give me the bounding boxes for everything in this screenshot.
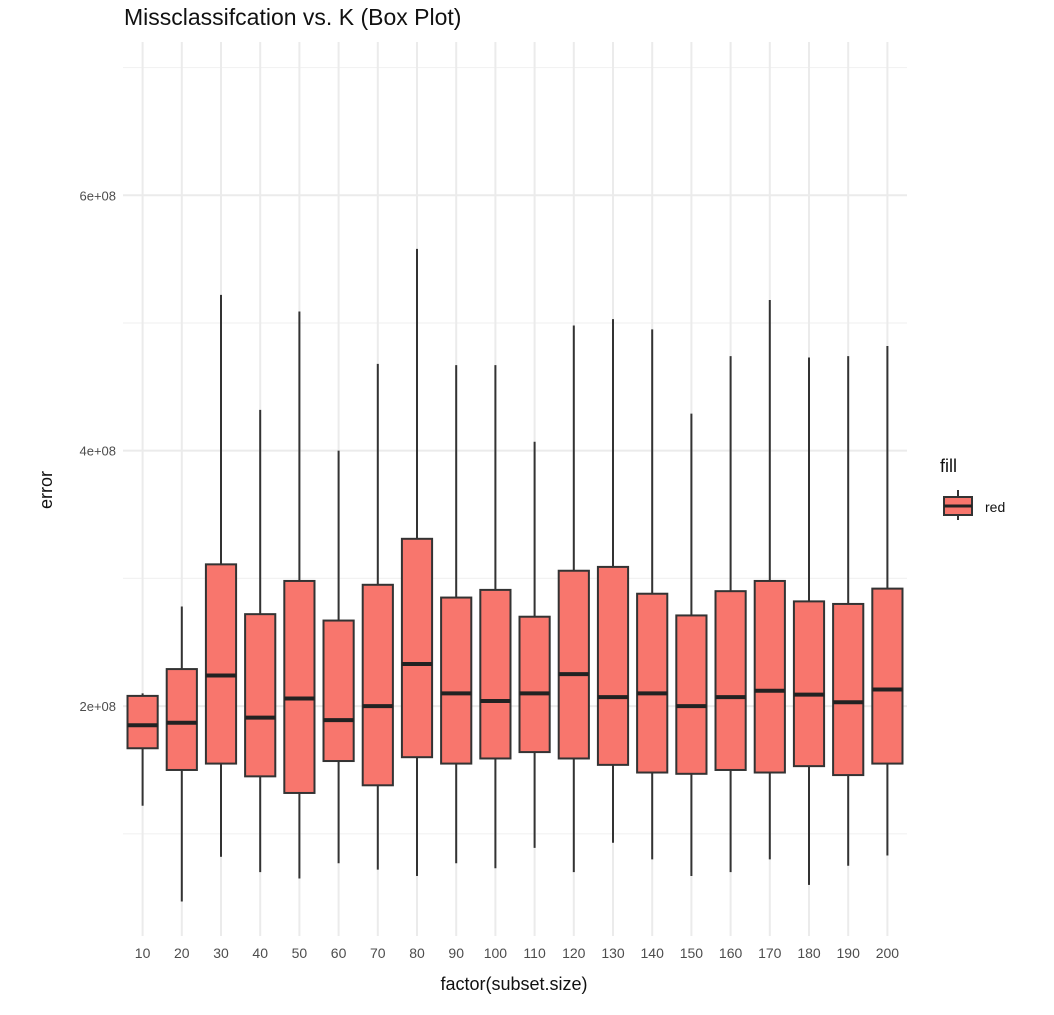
- box-120: [557, 325, 590, 873]
- box-40: [244, 409, 277, 873]
- box-110: [518, 441, 551, 848]
- iqr-box: [753, 579, 786, 774]
- iqr-box: [636, 592, 669, 774]
- box-160: [714, 356, 747, 873]
- x-tick-label: 120: [562, 945, 586, 961]
- x-tick-label: 50: [292, 945, 308, 961]
- chart-title: Missclassifcation vs. K (Box Plot): [124, 4, 461, 30]
- y-tick-label: 4e+08: [79, 444, 116, 459]
- y-tick-labels: 2e+08 4e+08 6e+08: [79, 188, 116, 714]
- x-axis-title: factor(subset.size): [440, 974, 587, 994]
- grid-lines: [123, 42, 907, 936]
- x-tick-label: 60: [331, 945, 347, 961]
- box-90: [440, 365, 473, 864]
- iqr-box: [557, 569, 590, 760]
- box-100: [479, 365, 512, 869]
- iqr-box: [322, 619, 355, 763]
- box-20: [165, 606, 198, 902]
- iqr-box: [596, 565, 630, 766]
- iqr-box: [400, 537, 434, 759]
- iqr-box: [832, 602, 865, 777]
- y-axis-title: error: [36, 471, 56, 509]
- x-tick-label: 80: [409, 945, 425, 961]
- iqr-box: [479, 588, 512, 760]
- legend-title: fill: [940, 456, 957, 476]
- y-tick-label: 2e+08: [79, 699, 116, 714]
- x-tick-label: 170: [758, 945, 782, 961]
- x-tick-label: 150: [680, 945, 704, 961]
- box-140: [636, 329, 669, 860]
- iqr-box: [126, 694, 159, 750]
- legend-key: [943, 490, 973, 520]
- x-tick-label: 90: [448, 945, 464, 961]
- iqr-box: [518, 615, 551, 754]
- iqr-box: [792, 600, 826, 768]
- x-tick-label: 180: [797, 945, 821, 961]
- x-tick-label: 110: [523, 945, 546, 961]
- box-170: [753, 299, 786, 860]
- x-tick-label: 160: [719, 945, 743, 961]
- x-tick-label: 130: [601, 945, 625, 961]
- iqr-box: [283, 579, 316, 794]
- x-tick-label: 20: [174, 945, 190, 961]
- box-50: [283, 311, 316, 879]
- box-series: [126, 248, 904, 902]
- x-tick-labels: 10 20 30 40 50 60 70 80 90 100 110 120 130 140 150 160 1…: [135, 945, 899, 961]
- legend-label: red: [985, 499, 1005, 515]
- x-tick-label: 70: [370, 945, 386, 961]
- iqr-box: [675, 614, 708, 775]
- iqr-box: [714, 590, 747, 771]
- box-30: [204, 294, 238, 857]
- iqr-box: [204, 563, 238, 765]
- x-tick-label: 200: [876, 945, 900, 961]
- box-60: [322, 450, 355, 864]
- iqr-box: [244, 613, 277, 778]
- box-70: [361, 363, 394, 870]
- box-150: [675, 413, 708, 876]
- x-tick-label: 190: [837, 945, 861, 961]
- x-tick-label: 40: [252, 945, 268, 961]
- x-tick-label: 140: [641, 945, 665, 961]
- legend: fill red: [940, 456, 1005, 520]
- x-tick-label: 100: [484, 945, 508, 961]
- iqr-box: [440, 596, 473, 765]
- iqr-box: [165, 668, 198, 771]
- box-200: [871, 345, 904, 856]
- x-tick-label: 10: [135, 945, 151, 961]
- iqr-box: [361, 583, 394, 787]
- box-130: [596, 319, 630, 843]
- iqr-box: [871, 587, 904, 765]
- box-80: [400, 248, 434, 876]
- box-190: [832, 356, 865, 866]
- x-tick-label: 30: [213, 945, 229, 961]
- box-180: [792, 357, 826, 885]
- box-10: [126, 693, 159, 806]
- y-tick-label: 6e+08: [79, 188, 116, 203]
